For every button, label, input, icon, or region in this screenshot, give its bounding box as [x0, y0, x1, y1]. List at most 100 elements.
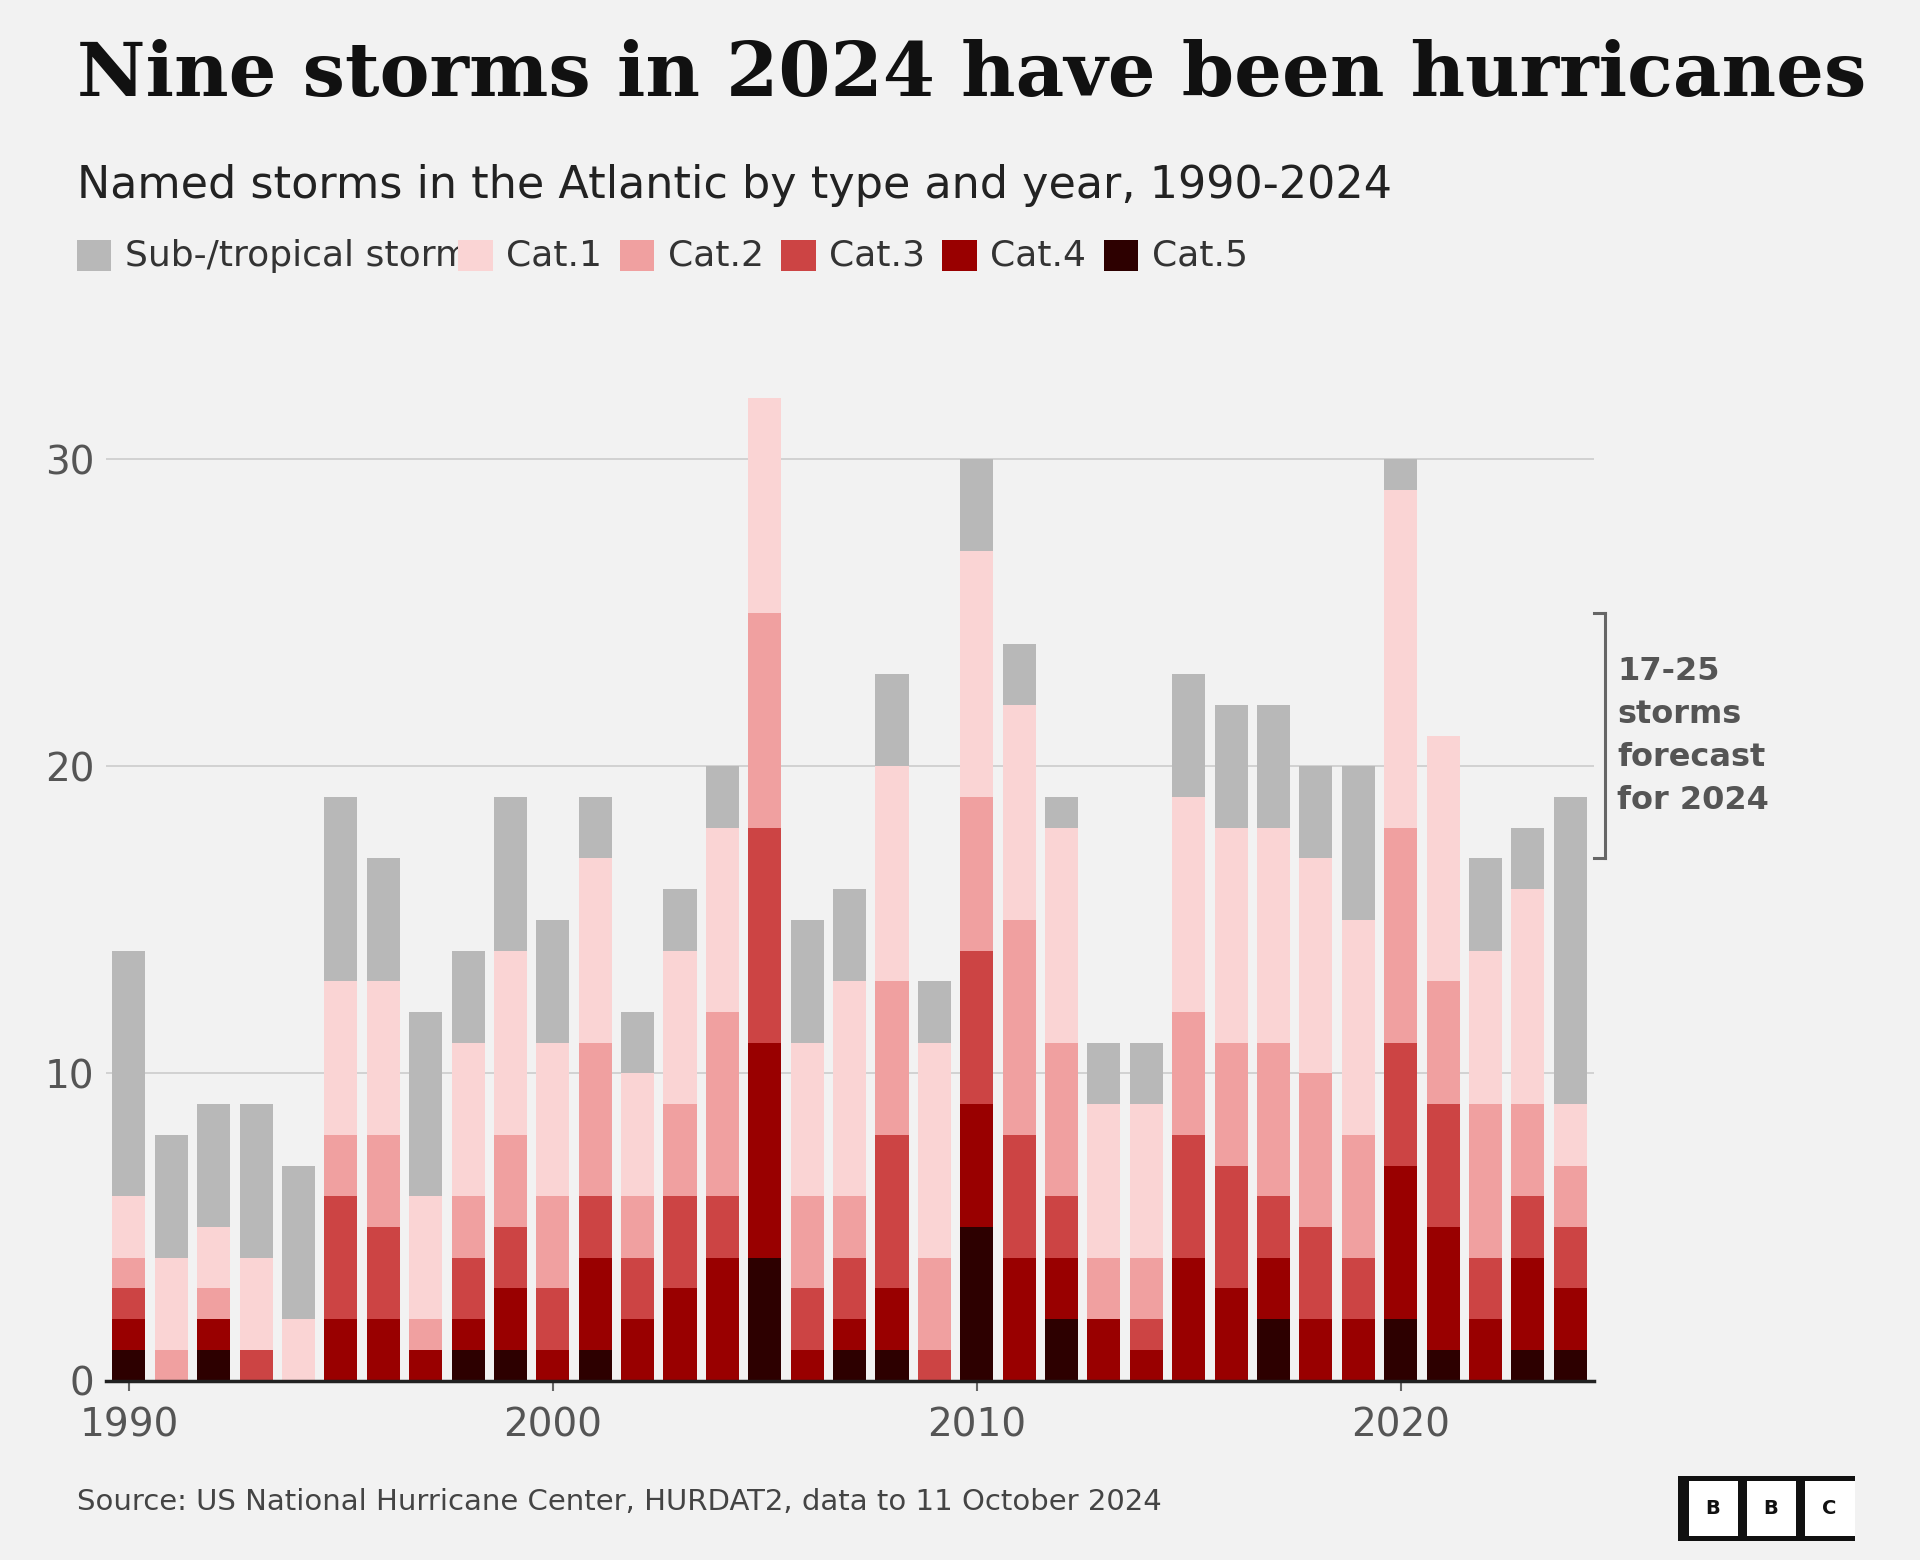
- Bar: [833, 889, 866, 981]
- Bar: [1044, 797, 1079, 828]
- Bar: [113, 1289, 146, 1320]
- Bar: [198, 1320, 230, 1349]
- Bar: [451, 950, 484, 1042]
- Bar: [493, 1136, 526, 1228]
- Bar: [1173, 1136, 1206, 1257]
- Bar: [1511, 889, 1544, 1104]
- Bar: [1258, 1257, 1290, 1320]
- Bar: [707, 766, 739, 828]
- Bar: [1427, 981, 1459, 1104]
- Bar: [876, 1349, 908, 1381]
- Bar: [1044, 1257, 1079, 1320]
- Bar: [198, 1289, 230, 1320]
- Bar: [620, 1197, 655, 1257]
- Bar: [324, 1197, 357, 1320]
- Bar: [876, 674, 908, 766]
- Bar: [1002, 1257, 1035, 1381]
- Bar: [536, 1197, 570, 1289]
- Bar: [833, 1349, 866, 1381]
- Bar: [664, 950, 697, 1104]
- Bar: [1044, 1042, 1079, 1197]
- Bar: [1553, 1165, 1586, 1228]
- Bar: [1044, 1197, 1079, 1257]
- Bar: [1002, 920, 1035, 1136]
- Bar: [833, 1320, 866, 1349]
- Bar: [1511, 828, 1544, 889]
- Bar: [451, 1197, 484, 1257]
- Text: Sub-/tropical storm: Sub-/tropical storm: [125, 239, 470, 273]
- Bar: [1002, 705, 1035, 920]
- Bar: [578, 1257, 612, 1349]
- Bar: [1258, 705, 1290, 828]
- Bar: [1553, 797, 1586, 1104]
- Bar: [749, 1042, 781, 1257]
- Bar: [240, 1104, 273, 1257]
- Bar: [960, 1104, 993, 1228]
- Bar: [1129, 1257, 1164, 1320]
- Bar: [367, 1320, 399, 1381]
- Bar: [367, 858, 399, 981]
- Bar: [113, 1320, 146, 1349]
- Text: Cat.4: Cat.4: [991, 239, 1087, 273]
- Bar: [620, 1073, 655, 1197]
- Bar: [749, 828, 781, 1042]
- Bar: [707, 1012, 739, 1197]
- Bar: [1002, 643, 1035, 705]
- Bar: [791, 920, 824, 1042]
- Bar: [749, 367, 781, 613]
- Text: Cat.3: Cat.3: [829, 239, 925, 273]
- Bar: [367, 1228, 399, 1320]
- Bar: [960, 1228, 993, 1381]
- Text: Named storms in the Atlantic by type and year, 1990-2024: Named storms in the Atlantic by type and…: [77, 164, 1392, 207]
- Text: Cat.1: Cat.1: [507, 239, 603, 273]
- Bar: [367, 981, 399, 1136]
- Bar: [960, 950, 993, 1104]
- Bar: [451, 1042, 484, 1197]
- Bar: [918, 981, 950, 1042]
- Bar: [1511, 1197, 1544, 1257]
- Bar: [1553, 1104, 1586, 1165]
- Bar: [536, 1042, 570, 1197]
- Bar: [791, 1349, 824, 1381]
- Bar: [1087, 1257, 1121, 1320]
- Bar: [493, 797, 526, 950]
- Bar: [451, 1349, 484, 1381]
- Bar: [876, 1289, 908, 1349]
- Bar: [1258, 1320, 1290, 1381]
- Bar: [578, 1349, 612, 1381]
- Bar: [1087, 1320, 1121, 1381]
- Bar: [1087, 1104, 1121, 1257]
- Bar: [791, 1042, 824, 1197]
- Bar: [749, 613, 781, 828]
- Bar: [240, 1257, 273, 1349]
- Bar: [1384, 1320, 1417, 1381]
- Bar: [409, 1012, 442, 1197]
- Bar: [876, 766, 908, 981]
- Text: Cat.5: Cat.5: [1152, 239, 1248, 273]
- Bar: [1173, 797, 1206, 1012]
- Bar: [198, 1104, 230, 1228]
- Bar: [1087, 1042, 1121, 1104]
- Bar: [1044, 1320, 1079, 1381]
- Bar: [282, 1320, 315, 1381]
- Bar: [1215, 1165, 1248, 1289]
- Bar: [664, 889, 697, 950]
- Text: Nine storms in 2024 have been hurricanes: Nine storms in 2024 have been hurricanes: [77, 39, 1866, 112]
- Text: B: B: [1705, 1499, 1720, 1518]
- Bar: [1469, 1257, 1501, 1320]
- Bar: [1553, 1228, 1586, 1289]
- Bar: [113, 950, 146, 1197]
- Bar: [1384, 1042, 1417, 1165]
- Bar: [1511, 1349, 1544, 1381]
- Bar: [620, 1012, 655, 1073]
- Bar: [493, 950, 526, 1136]
- Bar: [1129, 1104, 1164, 1257]
- Bar: [1129, 1320, 1164, 1349]
- Bar: [1215, 1289, 1248, 1381]
- Bar: [282, 1165, 315, 1320]
- Bar: [664, 1104, 697, 1197]
- Bar: [1258, 1042, 1290, 1197]
- Bar: [324, 1320, 357, 1381]
- Bar: [1342, 1136, 1375, 1257]
- Bar: [1300, 1073, 1332, 1228]
